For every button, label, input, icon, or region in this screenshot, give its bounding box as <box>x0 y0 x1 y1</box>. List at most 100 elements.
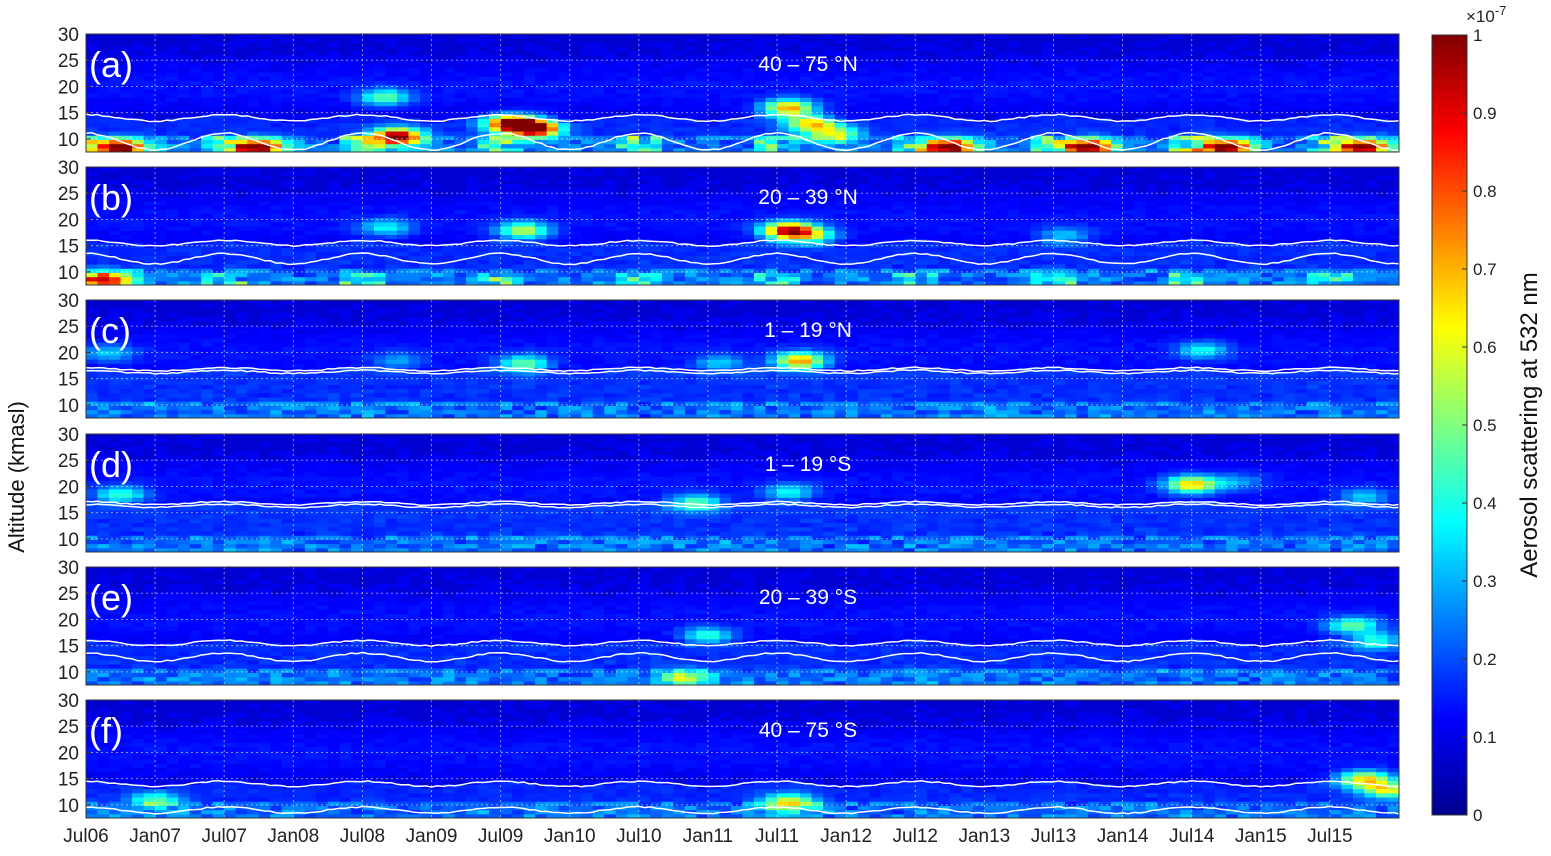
heatmap-cell <box>281 192 294 198</box>
heatmap-cell <box>431 71 444 77</box>
heatmap-cell <box>754 80 767 86</box>
heatmap-cell <box>1214 135 1227 140</box>
heatmap-cell <box>327 88 340 94</box>
heatmap-cell <box>466 247 479 252</box>
heatmap-cell <box>627 93 640 98</box>
heatmap-cell <box>327 217 340 223</box>
heatmap-cell <box>535 259 548 265</box>
heatmap-cell <box>1030 268 1043 273</box>
heatmap-cell <box>604 135 617 140</box>
heatmap-cell <box>1145 130 1158 136</box>
heatmap-cell <box>523 196 536 202</box>
heatmap-cell <box>143 268 156 273</box>
heatmap-cell <box>569 226 582 231</box>
heatmap-cell <box>132 226 145 231</box>
heatmap-cell <box>385 230 398 236</box>
heatmap-cell <box>201 188 214 193</box>
heatmap-cell <box>892 272 905 278</box>
heatmap-cell <box>1249 63 1262 69</box>
heatmap-cell <box>661 209 674 214</box>
heatmap-cell <box>396 209 410 214</box>
heatmap-cell <box>903 268 916 273</box>
heatmap-cell <box>754 196 767 202</box>
heatmap-cell <box>719 93 732 98</box>
heatmap-cell <box>1053 196 1066 202</box>
heatmap-cell <box>535 204 548 210</box>
heatmap-cell <box>1157 118 1170 124</box>
heatmap-cell <box>592 93 605 98</box>
heatmap-cell <box>777 213 790 219</box>
heatmap-cell <box>604 76 617 81</box>
heatmap-cell <box>258 217 271 223</box>
heatmap-cell <box>155 263 168 269</box>
heatmap-cell <box>166 268 179 273</box>
heatmap-cell <box>1007 280 1020 285</box>
heatmap-cell <box>673 118 686 124</box>
heatmap-cell <box>155 255 168 261</box>
heatmap-cell <box>846 226 859 231</box>
heatmap-cell <box>1041 135 1055 140</box>
heatmap-cell <box>477 204 490 210</box>
heatmap-cell <box>961 139 974 145</box>
heatmap-cell <box>938 251 951 257</box>
heatmap-cell <box>972 213 985 219</box>
heatmap-cell <box>546 76 559 81</box>
heatmap-cell <box>592 171 605 177</box>
heatmap-cell <box>86 63 99 69</box>
heatmap-cell <box>97 188 110 193</box>
heatmap-cell <box>615 217 628 223</box>
heatmap-cell <box>984 122 997 128</box>
heatmap-cell <box>903 84 916 90</box>
heatmap-cell <box>1099 42 1112 48</box>
heatmap-cell <box>592 263 605 269</box>
heatmap-cell <box>949 84 962 90</box>
heatmap-cell <box>592 109 605 115</box>
heatmap-cell <box>869 109 882 115</box>
heatmap-cell <box>1272 97 1285 103</box>
heatmap-cell <box>489 118 502 124</box>
heatmap-cell <box>431 272 444 278</box>
heatmap-cell <box>408 188 421 193</box>
heatmap-cell <box>247 217 260 223</box>
heatmap-cell <box>546 139 559 145</box>
heatmap-cell <box>765 84 778 90</box>
heatmap-cell <box>1018 143 1032 149</box>
heatmap-cell <box>1041 76 1055 81</box>
heatmap-cell <box>512 118 525 124</box>
heatmap-cell <box>1111 101 1124 107</box>
heatmap-cell <box>1329 135 1343 140</box>
heatmap-cell <box>235 34 248 39</box>
heatmap-cell <box>316 147 329 152</box>
heatmap-cell <box>1329 93 1343 98</box>
heatmap-cell <box>1076 139 1089 145</box>
heatmap-cell <box>316 204 329 210</box>
heatmap-cell <box>1041 84 1055 90</box>
heatmap-cell <box>558 109 571 115</box>
heatmap-cell <box>1260 143 1273 149</box>
heatmap-cell <box>719 196 732 202</box>
heatmap-cell <box>1364 63 1377 69</box>
heatmap-cell <box>523 76 536 81</box>
heatmap-cell <box>396 226 410 231</box>
heatmap-cell <box>892 188 905 193</box>
heatmap-cell <box>707 192 721 198</box>
heatmap-cell <box>350 67 364 73</box>
heatmap-cell <box>143 126 156 132</box>
heatmap-cell <box>857 196 870 202</box>
heatmap-cell <box>569 255 582 261</box>
heatmap-cell <box>627 196 640 202</box>
heatmap-cell <box>869 263 882 269</box>
heatmap-cell <box>1375 114 1389 119</box>
heatmap-cell <box>454 71 467 77</box>
heatmap-cell <box>869 179 882 185</box>
heatmap-cell <box>178 101 191 107</box>
heatmap-cell <box>811 280 824 285</box>
heatmap-cell <box>707 147 721 152</box>
heatmap-cell <box>189 247 202 252</box>
heatmap-cell <box>984 268 997 273</box>
heatmap-cell <box>512 93 525 98</box>
heatmap-cell <box>109 76 122 81</box>
heatmap-cell <box>673 213 686 219</box>
heatmap-cell <box>489 200 502 206</box>
heatmap-cell <box>696 71 709 77</box>
